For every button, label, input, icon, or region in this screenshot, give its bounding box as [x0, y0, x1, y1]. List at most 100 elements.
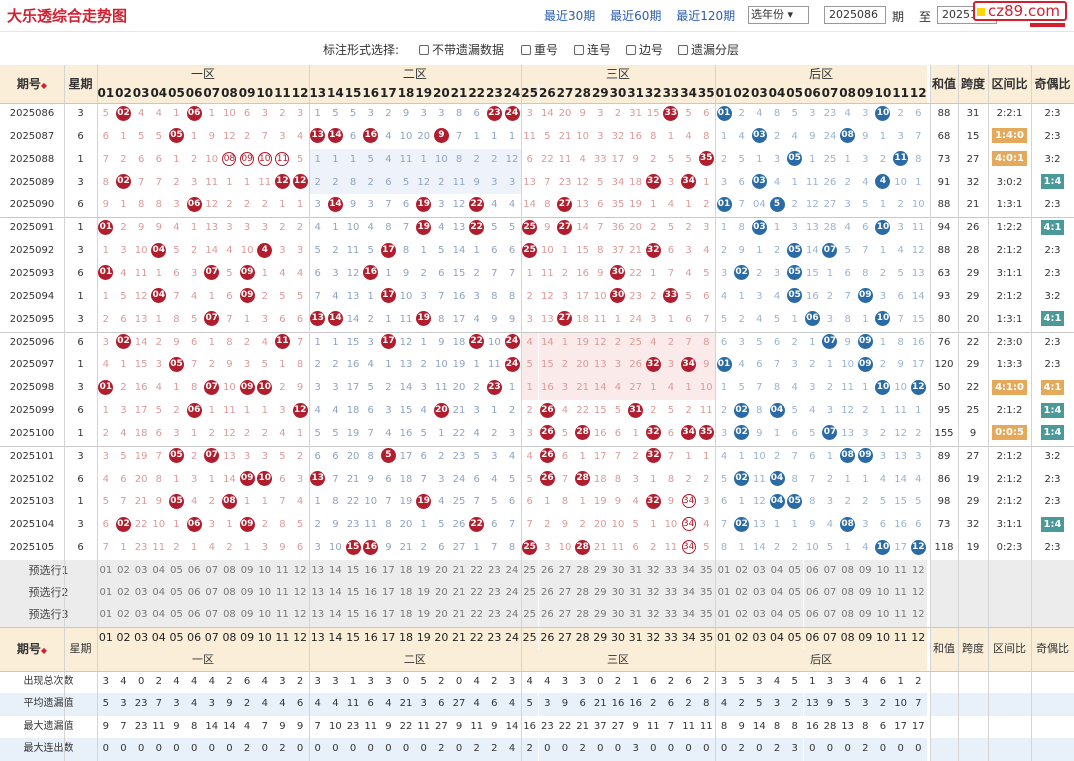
checkbox[interactable]: [419, 45, 429, 55]
pick-number[interactable]: 05: [167, 582, 186, 605]
pick-number[interactable]: 23: [485, 560, 504, 583]
pick-number[interactable]: 17: [379, 604, 398, 627]
pick-number[interactable]: 02: [114, 582, 133, 605]
pick-number[interactable]: 04: [149, 560, 168, 583]
pick-number[interactable]: 12: [291, 582, 309, 605]
pick-number[interactable]: 02: [732, 604, 751, 627]
pick-number[interactable]: 09: [856, 560, 875, 583]
pick-number[interactable]: 01: [715, 582, 733, 605]
pick-number[interactable]: 29: [591, 560, 610, 583]
pick-number[interactable]: 33: [662, 560, 680, 583]
pick-number[interactable]: 35: [697, 604, 716, 627]
pick-number[interactable]: 10: [255, 604, 274, 627]
pick-number[interactable]: 03: [132, 582, 150, 605]
pick-number[interactable]: 09: [238, 582, 256, 605]
pick-number[interactable]: 02: [732, 560, 751, 583]
pick-number[interactable]: 04: [768, 582, 786, 605]
pick-number[interactable]: 10: [874, 560, 892, 583]
pick-number[interactable]: 01: [715, 560, 733, 583]
pick-number[interactable]: 25: [520, 560, 539, 583]
pick-number[interactable]: 12: [909, 582, 928, 605]
pick-number[interactable]: 11: [891, 560, 910, 583]
pick-number[interactable]: 24: [503, 560, 521, 583]
pick-number[interactable]: 09: [856, 604, 875, 627]
year-select[interactable]: 选年份 ▾: [748, 6, 809, 24]
pick-number[interactable]: 12: [909, 560, 928, 583]
pick-number[interactable]: 07: [202, 560, 221, 583]
option-no-omission[interactable]: 不带遗漏数据: [419, 41, 504, 58]
pick-number[interactable]: 08: [220, 604, 239, 627]
pick-number[interactable]: 04: [149, 582, 168, 605]
pick-number[interactable]: 30: [609, 560, 627, 583]
pick-number[interactable]: 10: [874, 604, 892, 627]
pick-number[interactable]: 07: [202, 604, 221, 627]
pick-number[interactable]: 26: [538, 582, 557, 605]
pick-number[interactable]: 08: [838, 582, 857, 605]
pick-number[interactable]: 08: [220, 582, 239, 605]
pick-number[interactable]: 16: [361, 582, 380, 605]
pick-number[interactable]: 28: [573, 560, 592, 583]
pick-number[interactable]: 09: [238, 560, 256, 583]
pick-number[interactable]: 04: [768, 560, 786, 583]
pick-number[interactable]: 08: [220, 560, 239, 583]
pick-number[interactable]: 26: [538, 560, 557, 583]
pick-number[interactable]: 23: [485, 604, 504, 627]
pick-number[interactable]: 22: [467, 582, 486, 605]
pick-number[interactable]: 25: [520, 582, 539, 605]
pick-number[interactable]: 17: [379, 582, 398, 605]
issue-from-input[interactable]: 2025086: [824, 6, 886, 24]
pick-number[interactable]: 16: [361, 560, 380, 583]
pick-number[interactable]: 05: [167, 604, 186, 627]
pick-number[interactable]: 20: [432, 604, 451, 627]
pick-number[interactable]: 01: [97, 582, 115, 605]
pick-number[interactable]: 19: [414, 560, 433, 583]
checkbox[interactable]: [574, 45, 584, 55]
pick-number[interactable]: 05: [785, 560, 804, 583]
pick-number[interactable]: 18: [397, 604, 415, 627]
pick-number[interactable]: 05: [167, 560, 186, 583]
pick-number[interactable]: 03: [750, 582, 769, 605]
pick-number[interactable]: 34: [679, 582, 698, 605]
pick-number[interactable]: 13: [308, 582, 327, 605]
pick-number[interactable]: 06: [185, 582, 203, 605]
pick-number[interactable]: 15: [344, 560, 362, 583]
pick-number[interactable]: 01: [97, 604, 115, 627]
pick-number[interactable]: 06: [803, 604, 822, 627]
pick-number[interactable]: 28: [573, 604, 592, 627]
pick-number[interactable]: 22: [467, 560, 486, 583]
pick-number[interactable]: 10: [874, 582, 892, 605]
pick-number[interactable]: 11: [273, 560, 292, 583]
pick-number[interactable]: 14: [326, 582, 345, 605]
pick-number[interactable]: 03: [750, 560, 769, 583]
pick-number[interactable]: 06: [185, 560, 203, 583]
pick-number[interactable]: 29: [591, 582, 610, 605]
link-recent-60[interactable]: 最近60期: [610, 9, 662, 23]
pick-number[interactable]: 30: [609, 604, 627, 627]
pick-number[interactable]: 23: [485, 582, 504, 605]
pick-number[interactable]: 11: [891, 582, 910, 605]
pick-number[interactable]: 05: [785, 582, 804, 605]
pick-number[interactable]: 21: [450, 560, 468, 583]
option-layered[interactable]: 遗漏分层: [678, 41, 739, 58]
pick-number[interactable]: 35: [697, 560, 716, 583]
pick-number[interactable]: 11: [273, 604, 292, 627]
checkbox[interactable]: [678, 45, 688, 55]
pick-number[interactable]: 31: [626, 604, 645, 627]
option-consecutive[interactable]: 连号: [574, 41, 611, 58]
pick-number[interactable]: 19: [414, 582, 433, 605]
pick-number[interactable]: 03: [132, 604, 150, 627]
pick-number[interactable]: 07: [821, 582, 839, 605]
pick-number[interactable]: 34: [679, 604, 698, 627]
pick-number[interactable]: 06: [803, 582, 822, 605]
pick-number[interactable]: 15: [344, 582, 362, 605]
pick-number[interactable]: 07: [202, 582, 221, 605]
pick-number[interactable]: 13: [308, 560, 327, 583]
pick-number[interactable]: 02: [114, 604, 133, 627]
pick-number[interactable]: 33: [662, 582, 680, 605]
pick-number[interactable]: 07: [821, 560, 839, 583]
pick-number[interactable]: 31: [626, 582, 645, 605]
checkbox[interactable]: [521, 45, 531, 55]
pick-number[interactable]: 02: [114, 560, 133, 583]
pick-number[interactable]: 08: [838, 604, 857, 627]
pick-number[interactable]: 04: [149, 604, 168, 627]
